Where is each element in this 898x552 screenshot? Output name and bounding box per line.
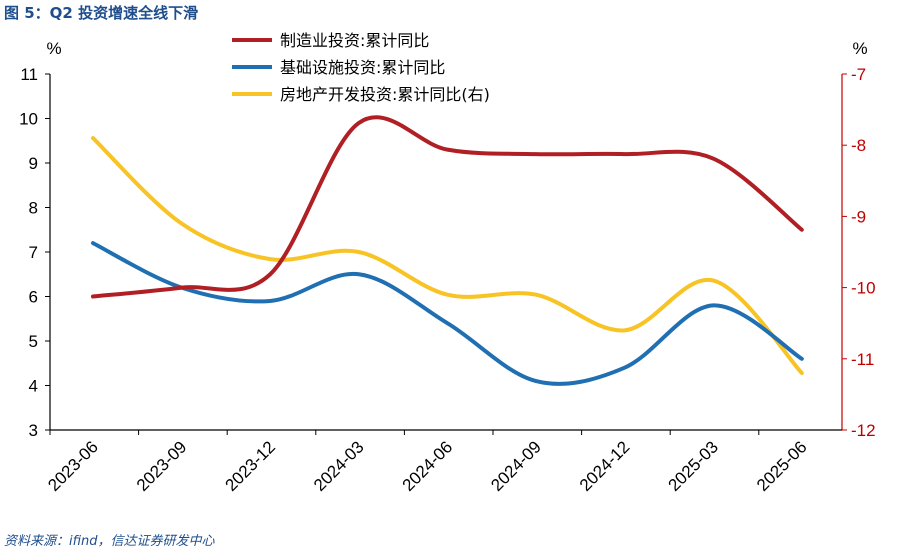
left-axis-tick-label: 7 xyxy=(29,243,38,262)
series-line-2 xyxy=(91,136,804,376)
right-axis-tick-label: -8 xyxy=(851,136,866,155)
series-lines xyxy=(91,115,804,386)
left-axis-tick-label: 9 xyxy=(29,154,38,173)
right-axis-tick-label: -10 xyxy=(851,279,876,298)
series-line-0 xyxy=(91,115,804,299)
legend-label-2: 房地产开发投资:累计同比(右) xyxy=(280,85,490,104)
right-axis-tick-label: -9 xyxy=(851,207,866,226)
left-axis-tick-label: 10 xyxy=(19,110,38,129)
left-axis-unit: % xyxy=(46,39,61,58)
x-axis-tick-label: 2025-06 xyxy=(753,437,811,495)
x-axis-tick-label: 2023-09 xyxy=(133,437,191,495)
left-axis-tick-label: 5 xyxy=(29,332,38,351)
x-axis-tick-label: 2023-06 xyxy=(44,437,102,495)
right-axis-unit: % xyxy=(852,39,867,58)
legend-label-1: 基础设施投资:累计同比 xyxy=(280,58,445,77)
legend-label-0: 制造业投资:累计同比 xyxy=(280,31,429,50)
x-axis-tick-label: 2023-12 xyxy=(221,437,279,495)
left-axis-tick-label: 11 xyxy=(20,65,38,84)
x-axis-tick-label: 2024-12 xyxy=(576,437,634,495)
x-axis-tick-label: 2024-06 xyxy=(399,437,457,495)
left-axis-tick-label: 8 xyxy=(29,199,38,218)
right-axis-tick-label: -11 xyxy=(851,350,874,369)
right-axis-tick-label: -12 xyxy=(851,421,876,440)
series-line-1 xyxy=(91,241,804,386)
x-axis-tick-label: 2024-09 xyxy=(487,437,545,495)
left-axis-tick-label: 4 xyxy=(29,377,38,396)
right-axis-tick-label: -7 xyxy=(851,65,866,84)
left-axis-tick-label: 3 xyxy=(29,421,38,440)
figure-source: 资料来源：ifind，信达证券研发中心 xyxy=(4,534,215,549)
x-axis-tick-label: 2025-03 xyxy=(664,437,722,495)
figure-title: 图 5：Q2 投资增速全线下滑 xyxy=(4,4,199,22)
x-axis-tick-label: 2024-03 xyxy=(310,437,368,495)
left-axis-tick-label: 6 xyxy=(29,288,38,307)
chart-axes: 3 4 5 6 7 8 9 10 11% -12 -11 -10 -9 -8 -7% 2023-06 2023-… xyxy=(19,39,876,495)
